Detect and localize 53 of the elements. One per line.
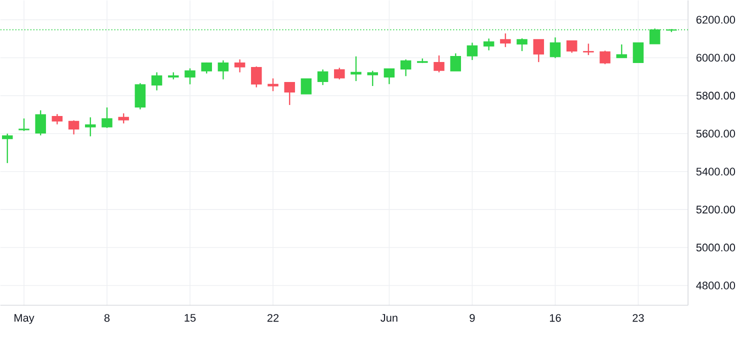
candlestick	[632, 42, 644, 64]
y-tick-label: 5600.00	[696, 130, 736, 138]
candlestick	[450, 52, 461, 72]
candlestick	[434, 55, 444, 74]
candlestick	[466, 42, 478, 61]
candlestick	[334, 67, 345, 80]
y-tick-label: 5000.00	[696, 244, 736, 252]
x-tick-label: 9	[470, 314, 475, 322]
candlestick	[350, 56, 362, 82]
candlestick	[400, 59, 412, 77]
x-tick-label: 22	[267, 314, 279, 322]
candlestick	[251, 66, 262, 88]
candlestick	[184, 68, 196, 86]
candlestick	[516, 38, 528, 52]
candlestick	[616, 44, 628, 59]
candlestick	[533, 39, 544, 63]
candlestick	[35, 110, 46, 136]
y-tick-label: 4800.00	[696, 282, 736, 290]
candlestick	[234, 59, 246, 74]
candlestick	[284, 82, 295, 106]
candlestick	[18, 118, 30, 132]
candlestick	[300, 78, 312, 95]
candlestick	[2, 133, 13, 164]
candlestick	[134, 82, 146, 110]
candlestick	[500, 33, 511, 48]
x-tick-label: 8	[104, 314, 110, 322]
candlestick	[85, 116, 96, 138]
x-tick-label: Jun	[380, 314, 398, 322]
candlestick	[68, 120, 80, 136]
candlestick	[550, 37, 561, 59]
y-tick-label: 6000.00	[696, 54, 736, 62]
y-tick-label: 5400.00	[696, 168, 736, 176]
x-tick-label: 15	[184, 314, 196, 322]
candlestick	[600, 50, 610, 65]
candlestick	[201, 62, 212, 74]
candlestick	[218, 60, 229, 80]
candlestick	[367, 70, 378, 87]
candlestick	[102, 107, 112, 129]
x-tick-label: May	[14, 314, 34, 324]
candlestick	[317, 69, 328, 86]
candlestick	[384, 68, 395, 85]
candlestick	[151, 72, 162, 92]
candlestick	[566, 40, 578, 54]
y-tick-label: 6200.00	[696, 16, 736, 24]
x-tick-label: 23	[632, 314, 644, 322]
candlestick	[583, 43, 594, 56]
x-tick-label: 16	[550, 314, 561, 322]
candlestick	[268, 78, 278, 92]
candlestick	[483, 38, 494, 52]
candlestick	[52, 114, 63, 126]
candlestick	[118, 112, 129, 124]
y-tick-label: 5200.00	[696, 206, 736, 214]
y-tick-label: 5800.00	[696, 92, 736, 100]
